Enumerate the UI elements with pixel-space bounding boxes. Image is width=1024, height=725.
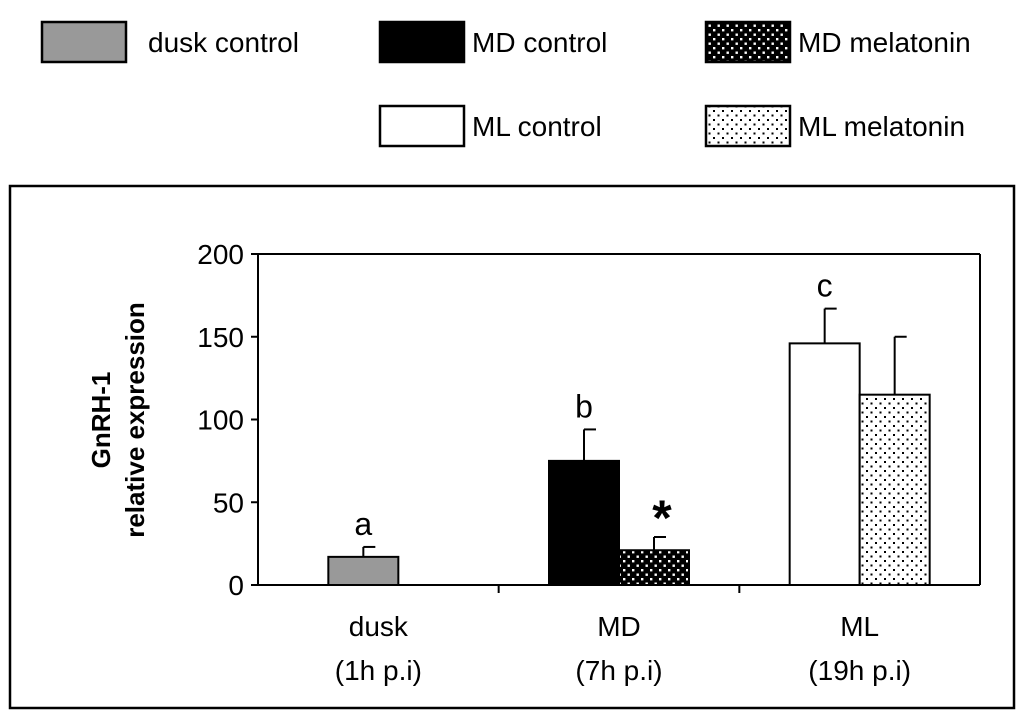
significance-asterisk: * [652, 490, 672, 546]
legend: dusk control MD control MD melatonin ML con… [40, 20, 971, 148]
legend-swatch-white [378, 104, 466, 148]
bar-dots-light-ML [858, 393, 931, 586]
y-axis-title-line-1: GnRH-1 [86, 372, 116, 469]
bars [327, 307, 931, 586]
bar-gray-dusk [327, 555, 400, 586]
labels: dusk (1h p.i) MD (7h p.i) ML (19h p.i) a b c * [335, 268, 911, 686]
legend-label: MD melatonin [798, 27, 971, 58]
x-tick-label: dusk [349, 611, 409, 642]
axes: 0 50 100 150 200 [197, 239, 981, 601]
x-tick-sublabel: (1h p.i) [335, 655, 422, 686]
legend-label: ML control [472, 111, 602, 142]
y-tick-label: 0 [228, 570, 244, 601]
bar-dots-dark-MD [618, 549, 690, 586]
legend-swatch-gray [40, 20, 128, 64]
legend-label: dusk control [148, 27, 299, 58]
group-letter-c: c [817, 268, 833, 304]
y-tick-label: 150 [197, 322, 244, 353]
x-tick-sublabel: (7h p.i) [575, 655, 662, 686]
x-tick-sublabel: (19h p.i) [808, 655, 911, 686]
x-tick-label: MD [597, 611, 641, 642]
legend-label: MD control [472, 27, 607, 58]
legend-label: ML melatonin [798, 111, 965, 142]
y-tick-label: 50 [213, 487, 244, 518]
legend-swatch-dots-light [704, 104, 792, 148]
bar-white-ML [788, 342, 861, 586]
plot-frame [8, 184, 1016, 710]
legend-swatch-black [378, 20, 466, 64]
y-tick-label: 100 [197, 405, 244, 436]
y-tick-label: 200 [197, 239, 244, 270]
x-tick-label: ML [840, 611, 879, 642]
y-axis-title-line-2: relative expression [120, 302, 150, 538]
group-letter-b: b [575, 388, 593, 424]
group-letter-a: a [354, 506, 372, 542]
legend-swatch-dots-dark [704, 20, 792, 64]
bar-black-MD [548, 459, 620, 586]
